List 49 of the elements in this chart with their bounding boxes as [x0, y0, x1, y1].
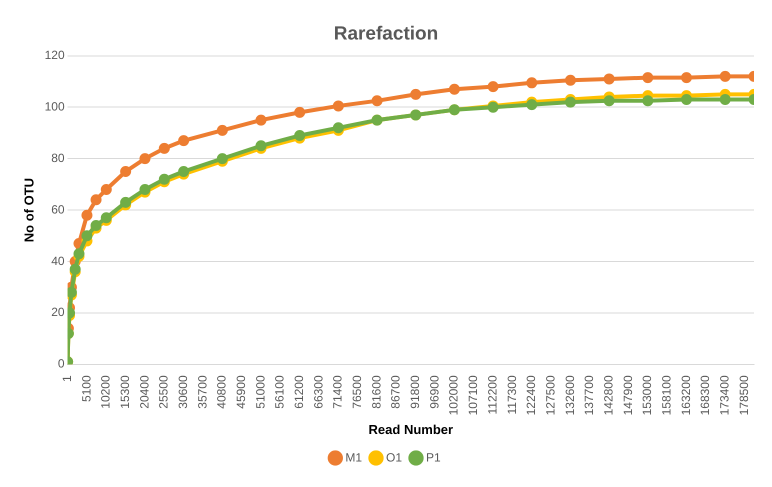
x-tick-label: 168300 [698, 375, 712, 416]
x-tick-label: 122400 [524, 375, 538, 416]
x-tick-label: 147900 [620, 375, 635, 416]
y-tick-label: 20 [51, 305, 65, 320]
legend-label: P1 [426, 450, 442, 464]
y-tick-label: 0 [58, 356, 65, 371]
x-tick-label: 117300 [504, 375, 519, 415]
x-tick-label: 71400 [330, 375, 345, 409]
x-tick-label: 107100 [466, 375, 480, 416]
x-tick-label: 81600 [369, 375, 384, 409]
x-tick-label: 132600 [562, 375, 577, 416]
x-tick-label: 40800 [214, 375, 229, 409]
x-axis-title: Read Number [368, 422, 454, 437]
x-tick-label: 76500 [350, 375, 364, 409]
x-tick-label: 153000 [640, 375, 654, 416]
x-tick-label: 102000 [446, 375, 461, 416]
legend-label: O1 [386, 450, 402, 464]
x-tick-label: 163200 [678, 375, 693, 416]
x-tick-label: 25500 [156, 375, 171, 409]
x-tick-label: 56100 [272, 375, 287, 409]
y-tick-label: 40 [51, 254, 65, 268]
x-tick-label: 30600 [176, 375, 190, 409]
x-tick-label: 15300 [118, 375, 132, 409]
legend-label: M1 [345, 450, 362, 464]
y-tick-label: 80 [51, 150, 65, 165]
x-tick-label: 112200 [485, 375, 500, 415]
x-tick-label: 1 [60, 375, 74, 382]
x-tick-label: 158100 [659, 375, 674, 416]
x-tick-label: 10200 [98, 375, 113, 409]
x-tick-label: 173400 [717, 375, 732, 416]
y-axis-title: No of OTU [21, 178, 36, 242]
y-tick-label: 60 [51, 202, 65, 216]
x-tick-label: 20400 [137, 375, 152, 409]
x-tick-label: 51000 [253, 375, 268, 409]
y-tick-label: 100 [44, 100, 65, 114]
x-tick-label: 86700 [388, 375, 403, 409]
x-tick-label: 45900 [234, 375, 248, 409]
x-tick-label: 61200 [292, 375, 306, 409]
x-tick-label: 66300 [311, 375, 326, 409]
x-tick-label: 137700 [582, 375, 596, 416]
x-tick-label: 35700 [195, 375, 210, 409]
y-tick-label: 120 [44, 48, 65, 62]
x-tick-label: 127500 [543, 375, 558, 416]
x-tick-label: 5100 [79, 375, 94, 402]
x-tick-label: 96900 [427, 375, 442, 409]
x-tick-label: 91800 [408, 375, 422, 409]
x-tick-label: 142800 [601, 375, 616, 416]
chart-title: Rarefaction [334, 24, 438, 45]
x-tick-label: 178500 [736, 375, 751, 416]
